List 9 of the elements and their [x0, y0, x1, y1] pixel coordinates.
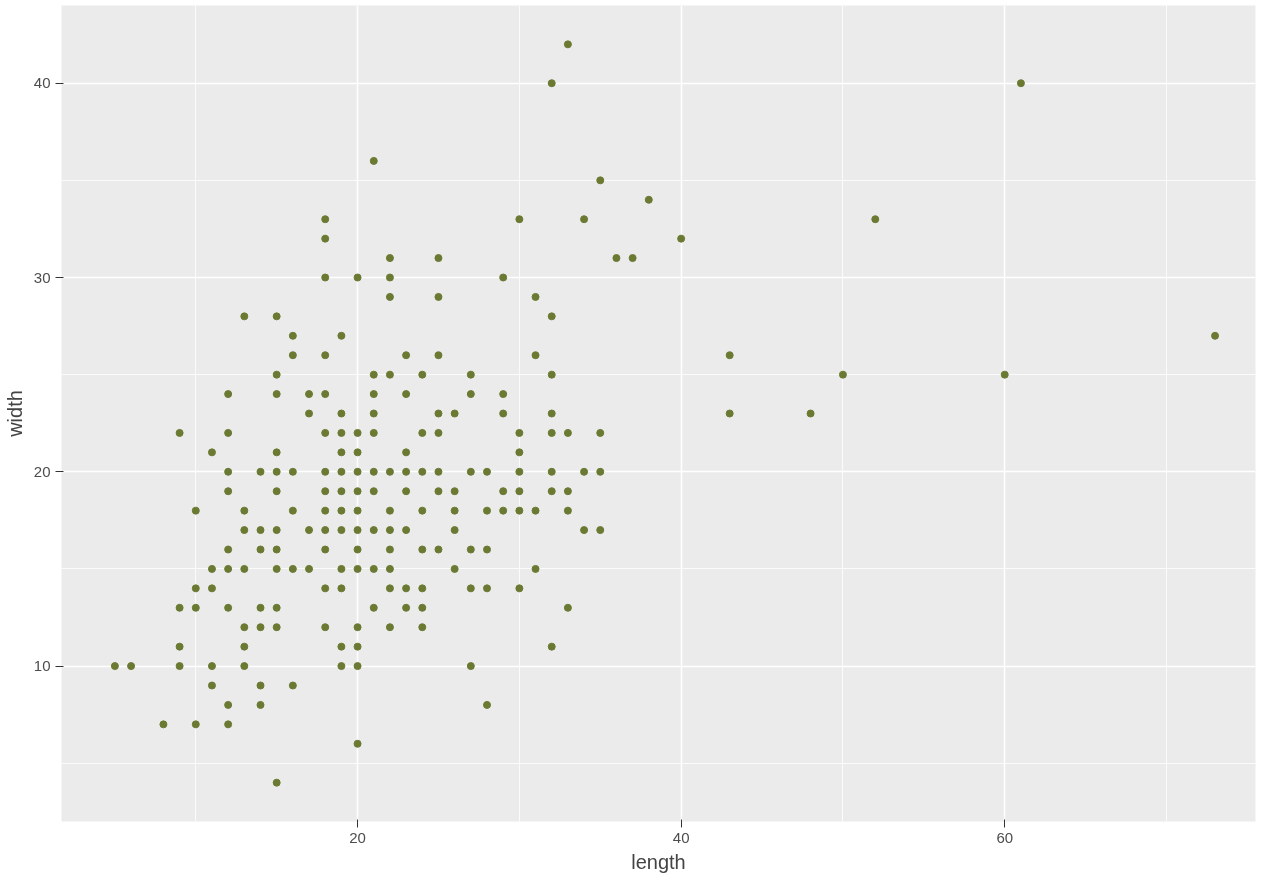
- x-axis-title: length: [631, 850, 686, 873]
- x-tick-label: 40: [672, 828, 690, 846]
- y-tick-label: 10: [33, 657, 51, 675]
- x-tick-label: 20: [349, 828, 366, 846]
- y-tick-label: 40: [33, 74, 51, 92]
- y-tick-label: 20: [33, 462, 51, 480]
- y-axis-title: width: [3, 390, 26, 438]
- x-tick-label: 60: [996, 828, 1014, 846]
- y-tick-label: 30: [33, 268, 51, 286]
